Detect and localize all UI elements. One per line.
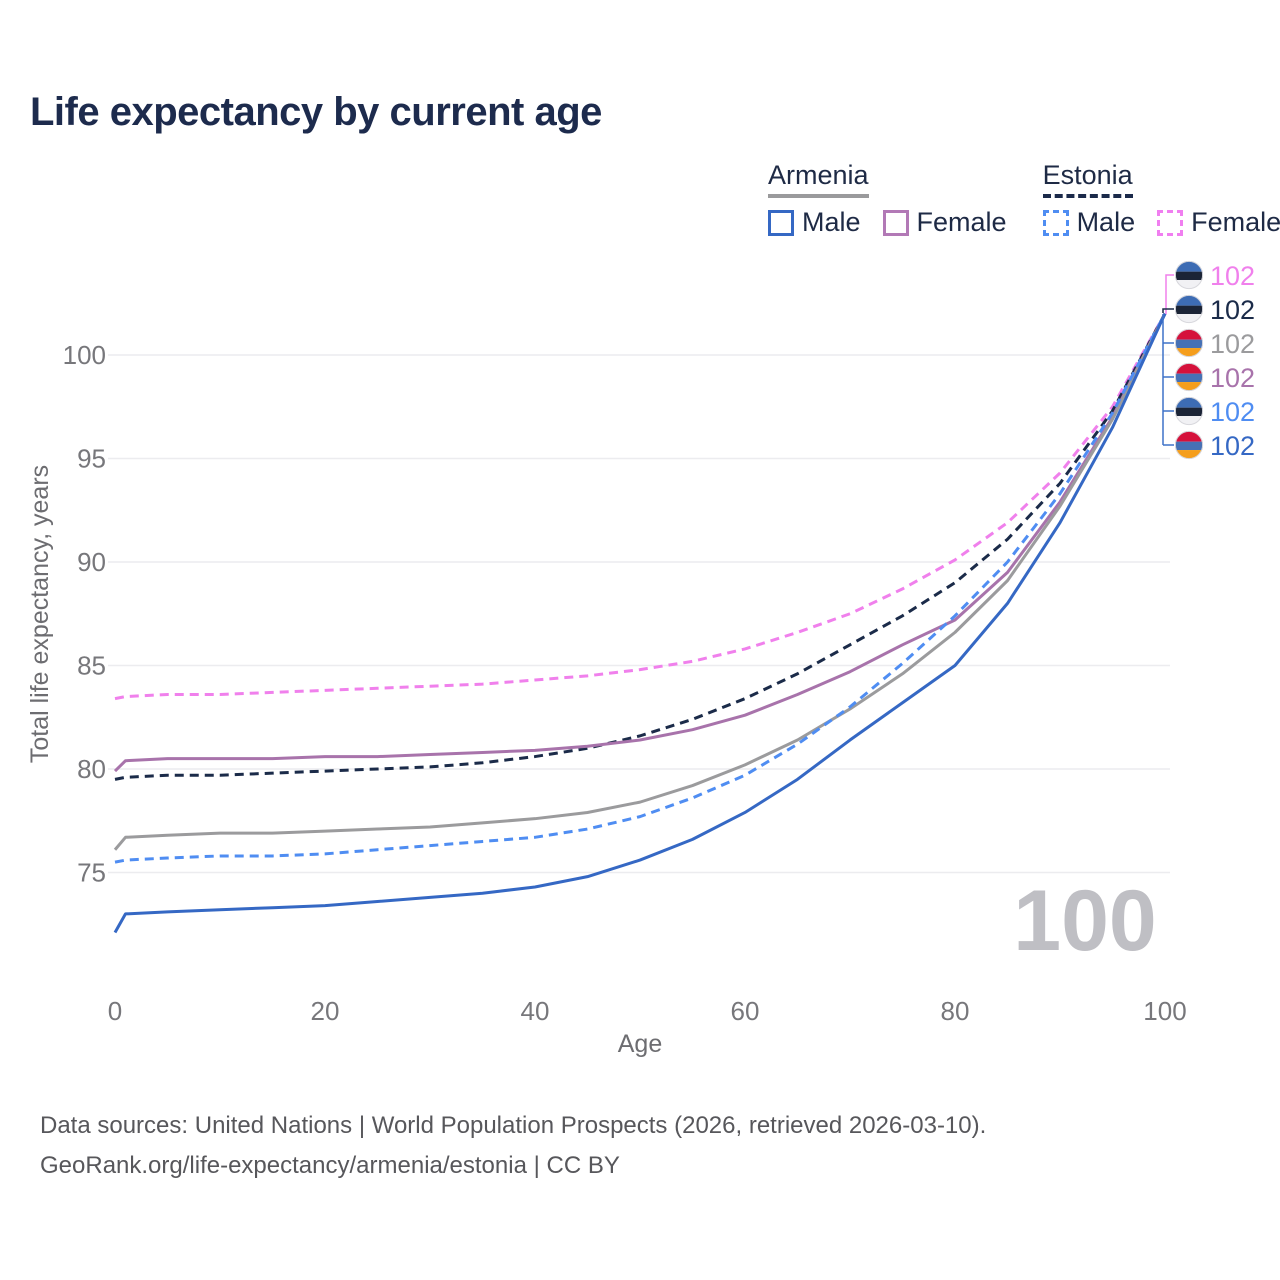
legend-swatch-icon <box>768 209 794 236</box>
series-line-armenia-male <box>113 312 1167 934</box>
legend-item-armenia-male[interactable]: Male <box>768 207 861 238</box>
legend-item-label: Female <box>916 207 1007 237</box>
series-line-armenia-all <box>113 312 1167 851</box>
leader-line <box>1162 308 1174 313</box>
series-line-estonia-female <box>114 312 1167 701</box>
legend-item-estonia-female[interactable]: Female <box>1157 207 1280 238</box>
end-value-label: 102 <box>1210 397 1255 427</box>
flag-icon-armenia <box>1174 328 1204 358</box>
footer-attribution: GeoRank.org/life-expectancy/armenia/esto… <box>40 1152 620 1179</box>
legend-country-armenia[interactable]: Armenia <box>768 160 1007 198</box>
legend-item-label: Female <box>1191 207 1280 237</box>
x-axis-title: Age <box>618 1030 662 1058</box>
leader-line <box>1165 274 1174 314</box>
flag-icon-armenia <box>1174 362 1204 392</box>
y-tick-label: 85 <box>77 651 106 681</box>
series-line-estonia-all <box>114 312 1167 781</box>
flag-icon-armenia <box>1174 430 1204 460</box>
end-value-label: 102 <box>1210 329 1255 359</box>
legend-swatch-icon <box>1157 209 1184 236</box>
y-tick-label: 75 <box>77 858 106 888</box>
y-tick-label: 90 <box>77 547 106 577</box>
x-tick-label: 80 <box>941 996 970 1026</box>
legend-country-label: Armenia <box>768 160 869 198</box>
series-line-armenia-female <box>113 312 1167 773</box>
end-value-label: 102 <box>1210 295 1255 325</box>
series-line-estonia-male <box>114 312 1167 864</box>
y-tick-label: 100 <box>63 340 106 370</box>
x-tick-label: 60 <box>731 996 760 1026</box>
legend-group-armenia: Armenia Male Female <box>768 160 1007 238</box>
x-tick-label: 0 <box>108 996 122 1026</box>
flag-icon-estonia <box>1174 260 1204 290</box>
legend-swatch-icon <box>1042 209 1069 236</box>
legend-country-estonia[interactable]: Estonia <box>1042 160 1280 198</box>
x-tick-label: 20 <box>311 996 340 1026</box>
page-title: Life expectancy by current age <box>30 90 602 134</box>
legend-country-label: Estonia <box>1042 160 1133 198</box>
y-tick-label: 95 <box>77 444 106 474</box>
x-tick-label: 100 <box>1143 996 1186 1026</box>
end-value-label: 102 <box>1210 261 1255 291</box>
flag-icon-estonia <box>1174 294 1204 324</box>
end-value-label: 102 <box>1210 431 1255 461</box>
x-tick-label: 40 <box>521 996 550 1026</box>
y-axis-title: Total life expectancy, years <box>26 465 54 763</box>
flag-icon-estonia <box>1174 396 1204 426</box>
age-watermark: 100 <box>1013 873 1157 969</box>
footer-sources: Data sources: United Nations | World Pop… <box>40 1112 987 1139</box>
legend-item-label: Male <box>802 207 861 237</box>
y-tick-label: 80 <box>77 754 106 784</box>
legend-item-label: Male <box>1076 207 1136 237</box>
legend-item-estonia-male[interactable]: Male <box>1042 207 1136 238</box>
end-value-label: 102 <box>1210 363 1255 393</box>
legend: Armenia Male Female Estonia Male Female <box>768 160 1280 238</box>
legend-item-armenia-female[interactable]: Female <box>882 207 1007 238</box>
legend-swatch-icon <box>882 209 909 236</box>
legend-group-estonia: Estonia Male Female <box>1042 160 1280 238</box>
footer: Data sources: United Nations | World Pop… <box>40 1106 986 1186</box>
